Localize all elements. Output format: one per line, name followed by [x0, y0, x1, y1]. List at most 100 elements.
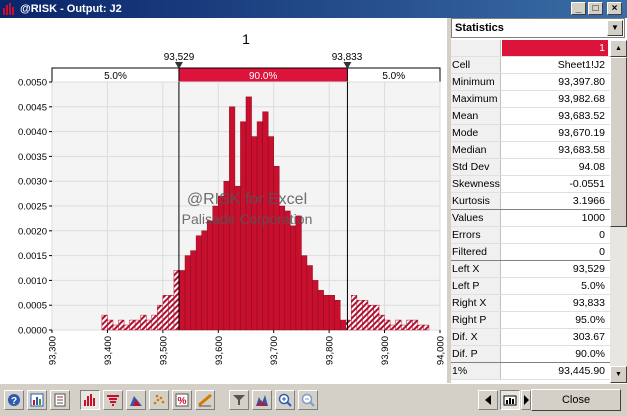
stats-row-label: 1%: [451, 363, 501, 379]
stats-row[interactable]: Dif. X 303.67: [451, 329, 610, 346]
stats-row-value: 93,397.80: [558, 76, 605, 88]
histogram-bar: [356, 299, 363, 331]
right-delimiter-handle[interactable]: [343, 62, 352, 69]
histogram-bar: [134, 319, 141, 331]
band-left-percent: 5.0%: [104, 71, 127, 82]
histogram-bar: [168, 295, 175, 331]
stats-row[interactable]: Median 93,683.58: [451, 142, 610, 159]
stats-row-value: -0.0551: [569, 178, 605, 190]
histogram-bar: [190, 250, 197, 331]
stats-row-value: 3.1966: [572, 195, 605, 207]
help-icon[interactable]: ?: [4, 390, 24, 410]
overlay-icon[interactable]: [252, 390, 272, 410]
x-tick-label: 93,700: [269, 336, 280, 365]
tornado-icon[interactable]: [103, 390, 123, 410]
histogram-bar: [417, 324, 424, 331]
stats-row-value: 303.67: [572, 331, 605, 343]
scroll-down-icon[interactable]: ▼: [610, 366, 627, 383]
stats-row[interactable]: 1: [451, 40, 610, 57]
stats-row[interactable]: Dif. P 90.0%: [451, 346, 610, 363]
y-tick-label: 0.0025: [18, 202, 47, 213]
maximize-button[interactable]: □: [588, 2, 603, 15]
histogram-view-icon[interactable]: [80, 390, 100, 410]
stats-row-label: Mode: [451, 125, 501, 141]
histogram-bar: [145, 319, 153, 331]
stats-row[interactable]: Maximum 93,982.68: [451, 91, 610, 108]
stats-row[interactable]: Std Dev 94.08: [451, 159, 610, 176]
stats-row[interactable]: Mean 93,683.52: [451, 108, 610, 125]
chevron-down-icon[interactable]: ▼: [607, 20, 623, 36]
stats-row[interactable]: Mode 93,670.19: [451, 125, 610, 142]
left-marker-value[interactable]: 93,529: [164, 52, 195, 63]
scroll-up-icon[interactable]: ▲: [610, 40, 627, 57]
stats-row-label: Left P: [451, 278, 501, 294]
summary-graph-icon[interactable]: [126, 390, 146, 410]
x-tick-label: 93,400: [103, 336, 114, 365]
histogram-bar: [129, 319, 136, 331]
histogram-bar: [351, 295, 358, 331]
stats-row-label: Kurtosis: [451, 193, 501, 209]
stats-row[interactable]: Skewness -0.0551: [451, 176, 610, 193]
y-tick-label: 0.0030: [18, 177, 47, 188]
stats-row[interactable]: 1% 93,445.90: [451, 363, 610, 380]
report-icon[interactable]: [50, 390, 70, 410]
stats-row[interactable]: Right P 95.0%: [451, 312, 610, 329]
histogram-bar: [179, 270, 186, 331]
panel-splitter[interactable]: [447, 18, 451, 383]
stats-row-label: Right P: [451, 312, 501, 328]
histogram-bar: [339, 319, 347, 331]
stats-row-value: 93,445.90: [558, 365, 605, 377]
zoom-in-icon[interactable]: [275, 390, 295, 410]
close-button[interactable]: Close: [531, 389, 621, 411]
minimize-button[interactable]: _: [571, 2, 586, 15]
stats-row[interactable]: Right X 93,833: [451, 295, 610, 312]
statistics-grid: 1 Cell Sheet1!J2 Minimum 93,397.80 Maximum 93,…: [451, 40, 610, 380]
histogram-bar: [195, 235, 202, 331]
histogram-bar: [306, 265, 313, 331]
histogram-bar: [345, 319, 352, 331]
graph-options-icon[interactable]: [195, 390, 215, 410]
next-icon[interactable]: [521, 390, 531, 410]
stats-row-label: Mean: [451, 108, 501, 124]
y-tick-label: 0.0050: [18, 78, 47, 89]
stats-row[interactable]: Cell Sheet1!J2: [451, 57, 610, 74]
histogram-bar: [157, 304, 164, 331]
stats-row-value: 90.0%: [575, 348, 605, 360]
scatter-icon[interactable]: [149, 390, 169, 410]
band-middle-percent: 90.0%: [249, 71, 277, 82]
histogram-bar: [184, 255, 191, 331]
stats-row[interactable]: Minimum 93,397.80: [451, 74, 610, 91]
stats-row-value: 93,670.19: [558, 127, 605, 139]
close-window-button[interactable]: ×: [607, 2, 622, 15]
stats-row[interactable]: Left P 5.0%: [451, 278, 610, 295]
left-delimiter-handle[interactable]: [174, 62, 183, 69]
excel-chart-icon[interactable]: [27, 390, 47, 410]
previous-icon[interactable]: [478, 390, 498, 410]
filter-icon[interactable]: [229, 390, 249, 410]
stats-row-value: 94.08: [578, 161, 605, 173]
histogram-bar: [201, 230, 208, 331]
stats-row[interactable]: Filtered 0: [451, 244, 610, 261]
stats-row[interactable]: Left X 93,529: [451, 261, 610, 278]
stats-row[interactable]: Values 1000: [451, 210, 610, 227]
scroll-thumb[interactable]: [610, 57, 627, 227]
stats-row[interactable]: Errors 0: [451, 227, 610, 244]
band-right-percent: 5.0%: [382, 71, 405, 82]
svg-text:%: %: [178, 396, 187, 407]
stats-row[interactable]: Kurtosis 3.1966: [451, 193, 610, 210]
statistics-dropdown[interactable]: Statistics ▼: [451, 18, 625, 38]
stats-row-value: 93,833: [572, 297, 605, 309]
statistics-scrollbar[interactable]: ▲ ▼: [610, 40, 627, 383]
percentiles-icon[interactable]: %: [172, 390, 192, 410]
histogram-bar: [301, 255, 308, 331]
right-marker-value[interactable]: 93,833: [332, 52, 363, 63]
histogram-svg: 1 93,529 93,833 5.0% 90.0% 5.0% 0.0050 0.…: [18, 31, 447, 365]
zoom-out-icon[interactable]: [298, 390, 318, 410]
y-tick-label: 0.0005: [18, 301, 47, 312]
title-bar: @RISK - Output: J2 _ □ ×: [0, 0, 627, 18]
x-tick-label: 93,300: [48, 336, 59, 365]
histogram-chart: 1 93,529 93,833 5.0% 90.0% 5.0% 0.0050 0.…: [0, 18, 447, 383]
output-selector-icon[interactable]: [500, 390, 520, 410]
stats-row-label: Dif. P: [451, 346, 501, 362]
bottom-toolbar: ? % Close: [0, 383, 627, 416]
